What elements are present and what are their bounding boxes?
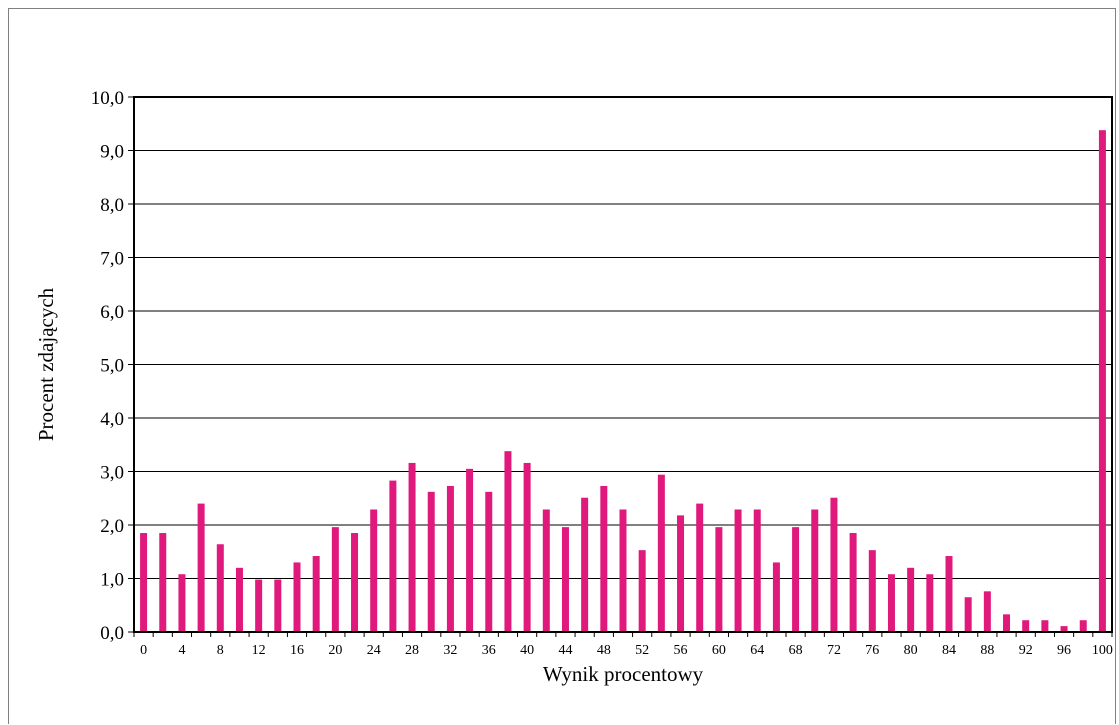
x-tick-label: 68 <box>789 643 803 658</box>
bar <box>235 567 243 632</box>
bar <box>178 574 186 632</box>
bar <box>734 509 742 632</box>
bar <box>255 579 263 632</box>
x-tick-label: 72 <box>827 643 841 658</box>
y-tick-label: 5,0 <box>100 356 124 377</box>
x-tick-label: 44 <box>558 643 572 658</box>
bar <box>753 509 761 632</box>
bar <box>811 509 819 632</box>
bar <box>216 544 224 632</box>
bar <box>1079 620 1087 632</box>
bar <box>983 591 991 632</box>
bar <box>907 567 915 632</box>
x-tick-label: 64 <box>750 643 764 658</box>
x-tick-label: 40 <box>520 643 534 658</box>
bar <box>715 527 723 632</box>
y-tick-label: 2,0 <box>100 516 124 537</box>
bar <box>140 533 148 632</box>
y-tick-label: 10,0 <box>91 88 124 109</box>
bar <box>830 497 838 632</box>
x-tick-label: 0 <box>140 643 147 658</box>
bar <box>485 491 493 632</box>
bar <box>600 485 608 632</box>
bar <box>772 562 780 632</box>
x-tick-label: 16 <box>290 643 304 658</box>
x-tick-label: 8 <box>217 643 224 658</box>
y-tick-label: 1,0 <box>100 570 124 591</box>
bar <box>792 527 800 632</box>
x-tick-label: 4 <box>178 643 185 658</box>
y-tick-label: 7,0 <box>100 249 124 270</box>
x-tick-label: 32 <box>443 643 457 658</box>
y-tick-label: 8,0 <box>100 195 124 216</box>
bar <box>408 462 416 632</box>
x-tick-label: 52 <box>635 643 649 658</box>
bar <box>1041 620 1049 632</box>
bar <box>581 497 589 632</box>
bar <box>619 509 627 632</box>
bar <box>696 503 704 632</box>
bars-layer <box>140 130 1106 633</box>
x-tick-label: 20 <box>328 643 342 658</box>
bar <box>657 474 665 632</box>
bar <box>1098 130 1106 633</box>
x-tick-label: 76 <box>865 643 879 658</box>
x-tick-label: 56 <box>674 643 688 658</box>
chart-area: 0,0 1,0 2,0 3,0 4,0 5,0 6,0 7,0 8,0 9,0 10,0 0 4 8 12… <box>8 8 1116 724</box>
x-tick-label: 88 <box>980 643 994 658</box>
x-tick-label: 48 <box>597 643 611 658</box>
x-tick-label: 12 <box>252 643 266 658</box>
bar <box>945 556 953 632</box>
bar <box>1060 626 1068 632</box>
bar <box>1022 620 1030 632</box>
bar <box>446 485 454 632</box>
x-tick-label: 28 <box>405 643 419 658</box>
bar <box>312 556 320 632</box>
y-axis-title: Procent zdających <box>34 287 58 441</box>
x-tick-label: 60 <box>712 643 726 658</box>
bar <box>331 527 339 632</box>
bar <box>964 597 972 632</box>
bar <box>1003 614 1011 632</box>
bar <box>849 533 857 632</box>
bar <box>638 550 646 632</box>
x-axis-ticks: 0 4 8 12 16 20 24 28 32 36 40 44 48 52 56 60 64 68 72 76 80 8… <box>133 632 1113 658</box>
bar <box>197 503 205 632</box>
bar <box>351 533 359 632</box>
y-tick-label: 4,0 <box>100 409 124 430</box>
bar <box>542 509 550 632</box>
x-tick-label: 92 <box>1019 643 1033 658</box>
bar <box>523 462 531 632</box>
bar <box>868 550 876 632</box>
bar <box>370 509 378 632</box>
x-tick-label: 100 <box>1092 643 1113 658</box>
bar <box>427 491 435 632</box>
y-tick-label: 0,0 <box>100 623 124 644</box>
bar <box>926 574 934 632</box>
x-tick-label: 96 <box>1057 643 1071 658</box>
x-tick-label: 36 <box>482 643 496 658</box>
x-tick-label: 24 <box>367 643 381 658</box>
y-tick-label: 3,0 <box>100 463 124 484</box>
bar <box>561 527 569 632</box>
bar <box>274 579 282 632</box>
y-tick-label: 9,0 <box>100 142 124 163</box>
x-axis-title: Wynik procentowy <box>543 662 704 686</box>
bar <box>293 562 301 632</box>
bar <box>887 574 895 632</box>
bar <box>504 451 512 632</box>
bar <box>466 468 474 632</box>
bar <box>389 480 397 632</box>
bar <box>159 533 167 632</box>
bar <box>677 515 685 632</box>
grid-layer <box>134 150 1112 579</box>
y-tick-label: 6,0 <box>100 302 124 323</box>
bar-chart: 0,01,02,03,04,05,06,07,08,09,010,0 0 4 8 12… <box>34 88 1113 686</box>
y-axis-ticks: 0,0 1,0 2,0 3,0 4,0 5,0 6,0 7,0 8,0 9,0 10,0 <box>91 88 134 644</box>
x-tick-label: 80 <box>904 643 918 658</box>
x-tick-label: 84 <box>942 643 956 658</box>
